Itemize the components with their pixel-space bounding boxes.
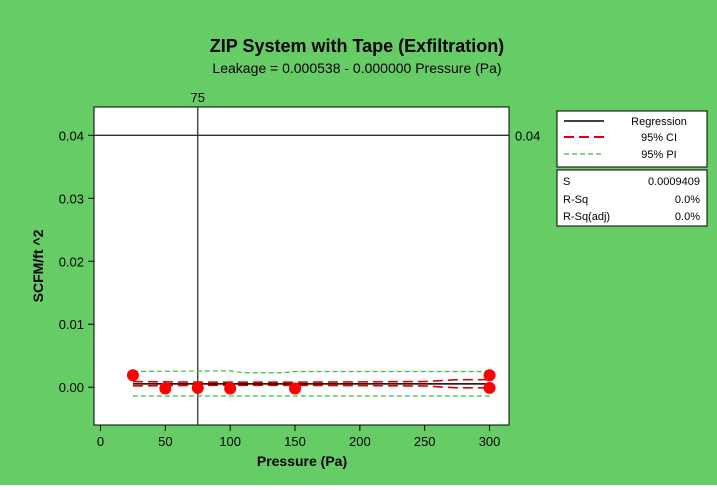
reference-lines: 750.04 (94, 90, 540, 425)
stat-label-s: S (563, 176, 570, 188)
y-tick-label: 0.02 (59, 254, 84, 269)
chart-title: ZIP System with Tape (Exfiltration) (210, 36, 504, 56)
y-tick-label: 0.01 (59, 317, 84, 332)
pi-upper-line (132, 370, 490, 374)
data-point (191, 381, 204, 394)
y-tick-label: 0.03 (59, 191, 84, 206)
plot-area (93, 106, 510, 426)
reference-label-horizontal: 0.04 (515, 128, 540, 143)
data-point (224, 382, 237, 395)
ci-lower-line (132, 384, 490, 389)
ci-upper-line (132, 378, 490, 383)
data-point (126, 369, 139, 382)
data-point (289, 382, 302, 395)
data-point (483, 369, 496, 382)
x-tick-label: 300 (479, 434, 501, 449)
x-tick-label: 200 (349, 434, 371, 449)
axis-ticks: 0 50 100 150 200 250 300 0.00 0.01 0.02 0.03 0.04 (59, 128, 501, 449)
x-tick-label: 250 (414, 434, 436, 449)
y-tick-label: 0.04 (59, 128, 84, 143)
stat-label-rsq-adj: R-Sq(adj) (563, 211, 610, 223)
reference-label-vertical: 75 (191, 90, 205, 105)
legend-label-regression: Regression (631, 116, 687, 128)
data-point (483, 381, 496, 394)
x-tick-label: 150 (284, 434, 306, 449)
stat-value-rsq-adj: 0.0% (675, 211, 700, 223)
stats-box (556, 169, 708, 227)
stat-value-s: 0.0009409 (648, 176, 700, 188)
stats-table: S 0.0009409 R-Sq 0.0% R-Sq(adj) 0.0% (556, 169, 708, 227)
stat-value-rsq: 0.0% (675, 194, 700, 206)
data-points (126, 369, 496, 395)
legend: Regression 95% CI 95% PI (556, 110, 708, 168)
x-tick-label: 50 (158, 434, 172, 449)
data-point (159, 382, 172, 395)
legend-label-pi: 95% PI (641, 149, 676, 161)
x-tick-label: 0 (97, 434, 104, 449)
y-axis-label: SCFM/ft ^2 (30, 229, 46, 302)
y-tick-label: 0.00 (59, 380, 84, 395)
x-axis-label: Pressure (Pa) (257, 453, 347, 469)
legend-label-ci: 95% CI (641, 132, 677, 144)
confidence-bands (132, 370, 490, 397)
chart-subtitle: Leakage = 0.000538 - 0.000000 Pressure (… (212, 60, 501, 76)
x-tick-label: 100 (219, 434, 241, 449)
stat-label-rsq: R-Sq (563, 194, 588, 206)
